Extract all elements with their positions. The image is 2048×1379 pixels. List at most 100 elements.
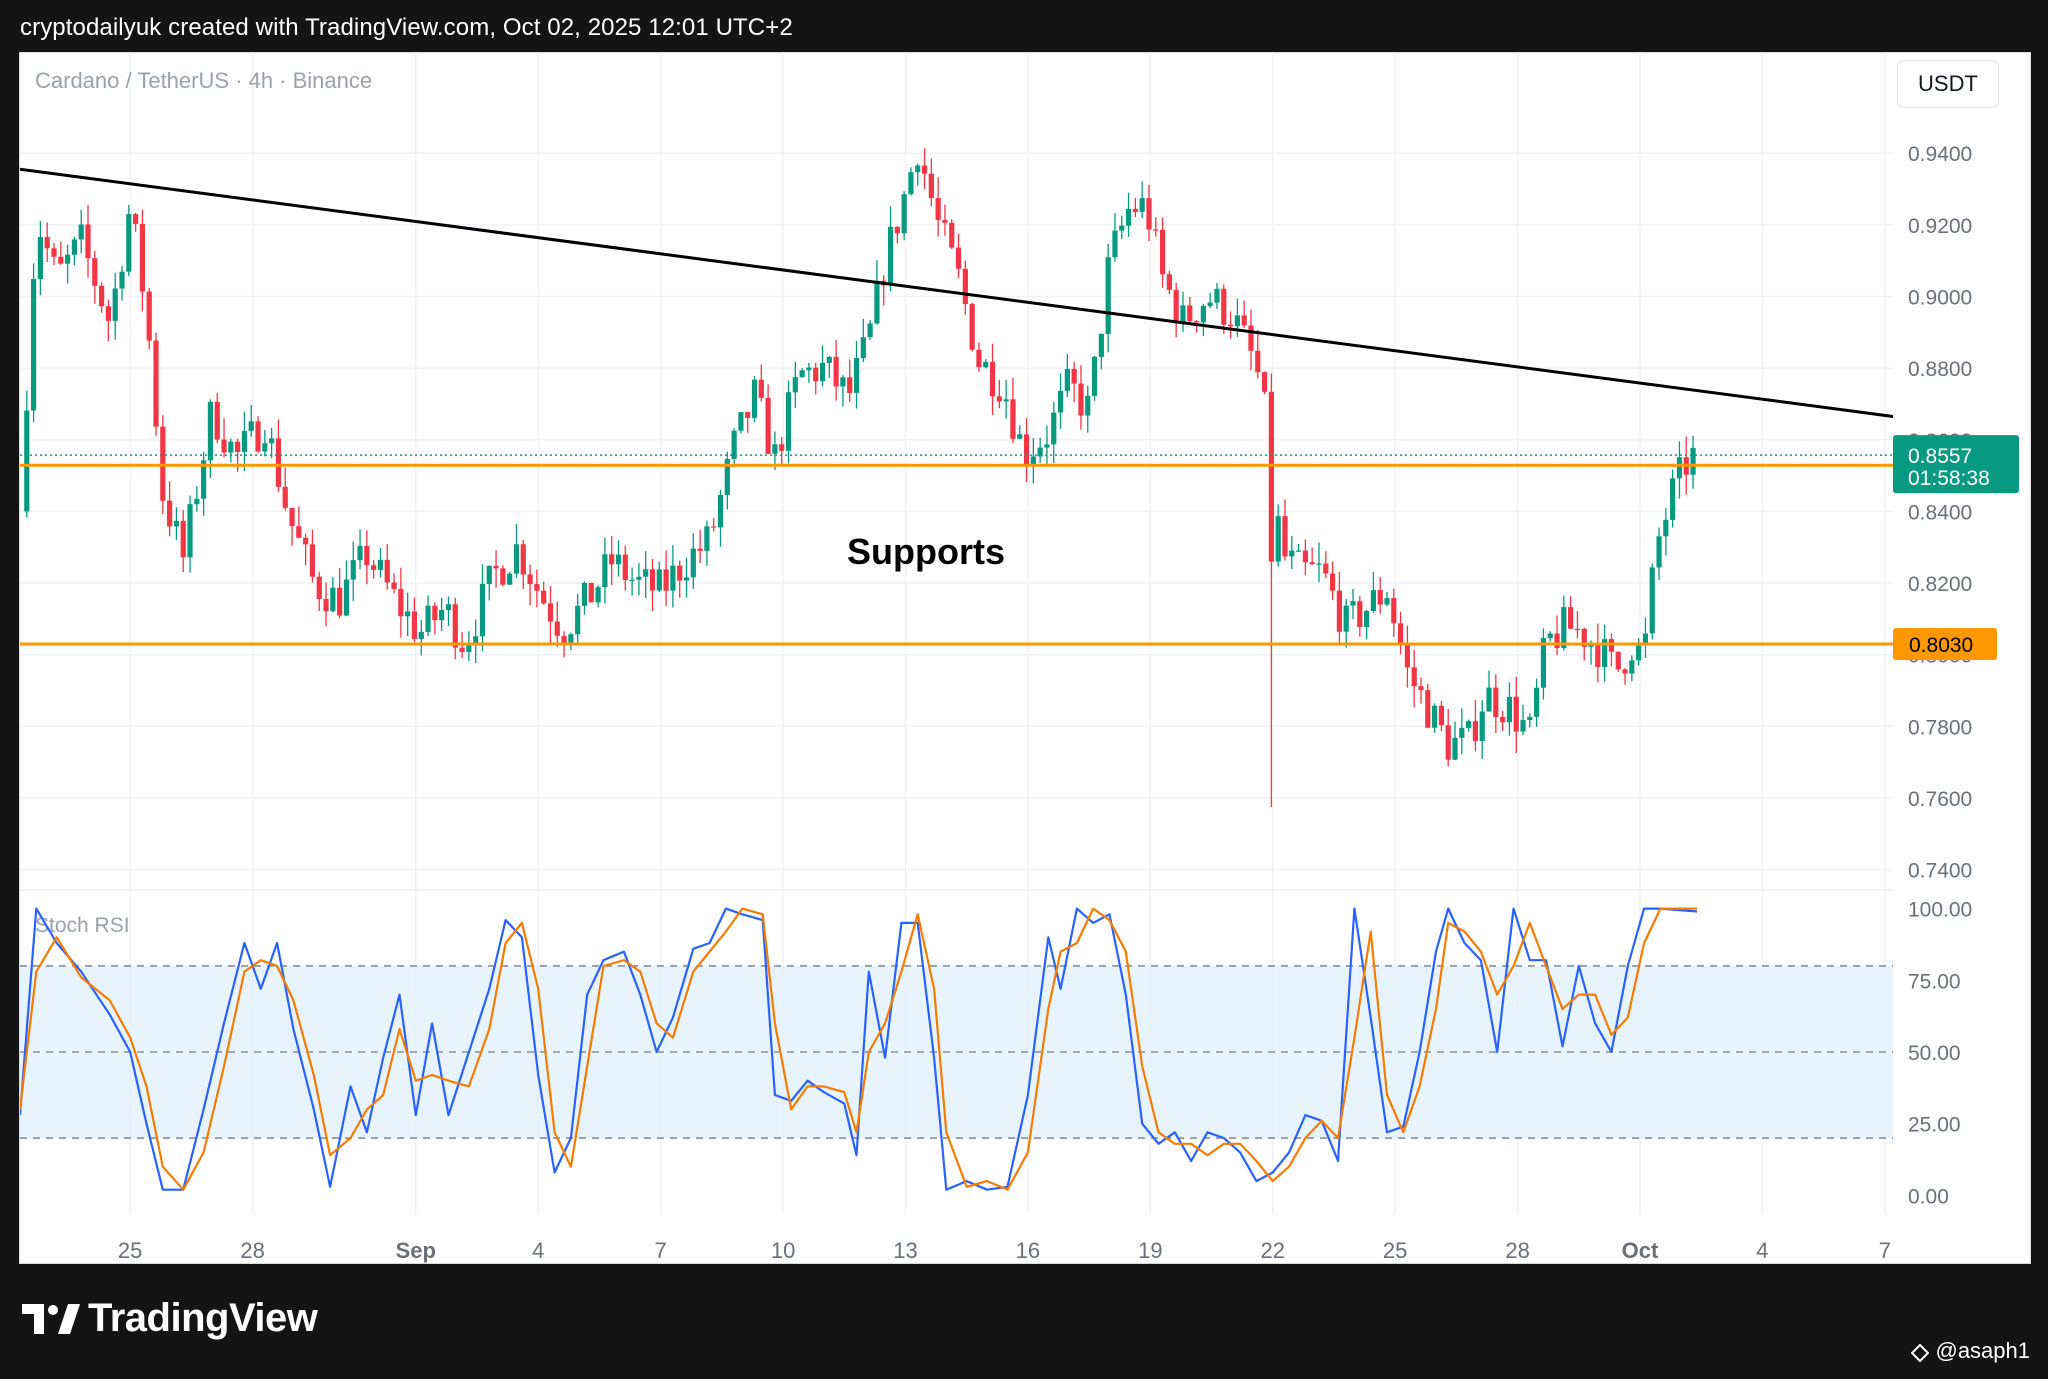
candle-body	[867, 323, 873, 338]
candle-body	[1146, 198, 1152, 230]
candle-body	[24, 410, 30, 512]
candle-body	[316, 576, 322, 599]
candle-body	[371, 565, 377, 570]
candle-body	[908, 172, 914, 195]
candle-body	[921, 165, 928, 174]
candle-body	[201, 460, 207, 499]
candle-body	[1323, 563, 1329, 574]
candle-body	[78, 224, 84, 240]
candle-body	[819, 362, 826, 382]
candle-body	[853, 358, 860, 393]
candle-body	[847, 377, 853, 393]
candle-body	[534, 584, 540, 591]
candle-body	[949, 222, 955, 248]
candle-body	[187, 504, 193, 558]
candle-body	[1445, 725, 1451, 760]
candle-body	[1636, 643, 1642, 661]
candle-body	[983, 361, 989, 368]
candle-body	[1241, 315, 1247, 326]
candle-body	[745, 412, 751, 418]
candle-body	[677, 565, 683, 581]
candle-body	[615, 554, 622, 565]
candle-body	[826, 357, 832, 363]
candle-body	[1098, 333, 1104, 357]
candle-body	[813, 367, 819, 382]
candle-body	[663, 569, 669, 591]
candle-body	[139, 223, 146, 292]
candle-body	[1629, 660, 1635, 674]
candle-body	[214, 401, 220, 440]
candle-body	[500, 568, 506, 585]
chart-caption: cryptodailyuk created with TradingView.c…	[20, 14, 793, 41]
candle-body	[1207, 302, 1213, 306]
candle-body	[384, 559, 390, 583]
candle-body	[357, 545, 363, 561]
candle-body	[1119, 225, 1125, 231]
candle-body	[935, 198, 941, 220]
candle-body	[153, 340, 159, 427]
candle-body	[1581, 629, 1587, 647]
candle-body	[391, 582, 397, 590]
candle-body	[1037, 447, 1043, 457]
candle-body	[547, 603, 554, 622]
candle-body	[1377, 590, 1383, 605]
candle-body	[330, 587, 336, 612]
candle-body	[459, 647, 465, 652]
candle-body	[269, 438, 275, 444]
tradingview-brand: TradingView	[88, 1296, 318, 1340]
candle-body	[697, 548, 703, 551]
candle-body	[976, 349, 982, 368]
candle-body	[520, 544, 526, 575]
candle-body	[1064, 368, 1070, 391]
candle-body	[636, 576, 642, 580]
candle-body	[303, 537, 309, 545]
candle-body	[1071, 368, 1077, 384]
candle-body	[71, 239, 78, 255]
candle-body	[65, 254, 71, 264]
candle-body	[1166, 274, 1172, 290]
candle-body	[629, 579, 635, 581]
stoch-title: Stoch RSI	[35, 914, 130, 937]
candle-body	[724, 458, 730, 495]
price-tick-label: 0.8400	[1908, 501, 1972, 524]
candle-body	[1023, 434, 1030, 466]
x-tick-label: 25	[1383, 1238, 1407, 1263]
candle-body	[860, 337, 866, 359]
candle-body	[405, 611, 411, 617]
stoch-tick-label: 100.00	[1908, 899, 1972, 922]
candle-body	[561, 635, 567, 645]
candle-body	[1676, 457, 1683, 479]
symbol-title: Cardano / TetherUS · 4h · Binance	[35, 68, 373, 93]
candle-body	[1500, 717, 1506, 723]
candle-body	[228, 441, 234, 453]
candle-body	[670, 565, 676, 591]
candle-body	[758, 379, 764, 398]
x-tick-label: 28	[240, 1238, 264, 1263]
candle-body	[1595, 643, 1601, 667]
candle-body	[1466, 721, 1472, 728]
candle-body	[1350, 601, 1356, 606]
candle-body	[173, 520, 180, 527]
candle-body	[1125, 208, 1132, 226]
x-tick-label: 22	[1261, 1238, 1285, 1263]
currency-selector[interactable]: USDT	[1897, 60, 1999, 108]
candle-body	[31, 279, 37, 411]
author-tag: @asaph1	[1911, 1338, 2030, 1364]
candle-body	[1295, 550, 1302, 552]
candle-body	[1622, 669, 1628, 674]
candle-body	[942, 219, 948, 223]
price-tick-label: 0.9200	[1908, 215, 1972, 238]
candle-body	[738, 412, 744, 431]
candle-body	[1078, 383, 1084, 416]
x-tick-label: 4	[532, 1238, 544, 1263]
candle-body	[901, 194, 907, 234]
candle-body	[1275, 516, 1281, 562]
candle-body	[112, 288, 118, 321]
candle-body	[262, 443, 268, 452]
candle-body	[833, 357, 839, 387]
candle-body	[1554, 633, 1560, 648]
candle-body	[364, 545, 370, 566]
candle-body	[1227, 324, 1234, 327]
candle-body	[1336, 590, 1342, 632]
